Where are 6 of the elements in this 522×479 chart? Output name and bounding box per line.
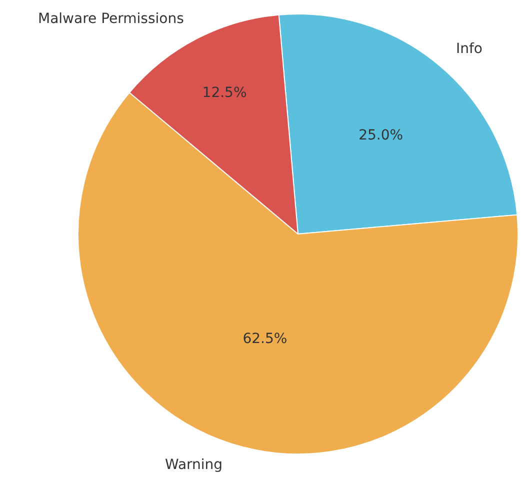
data-label: 12.5% bbox=[202, 84, 247, 101]
data-label: 62.5% bbox=[242, 330, 288, 347]
slice-label: Info bbox=[456, 41, 482, 57]
data-label: 25.0% bbox=[358, 127, 404, 144]
slice-label: Warning bbox=[165, 457, 223, 473]
slice-label: Malware Permissions bbox=[38, 11, 184, 27]
